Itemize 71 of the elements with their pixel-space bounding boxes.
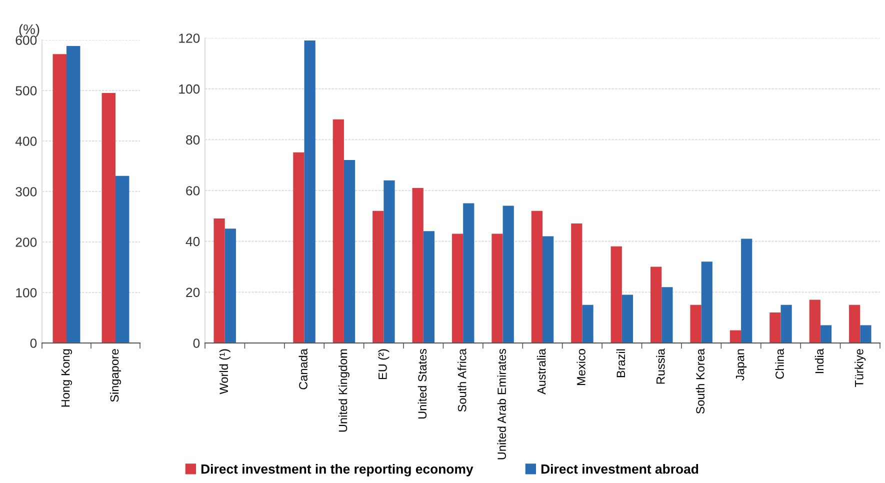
bar (622, 294, 634, 343)
bar (384, 180, 395, 343)
bar (730, 330, 742, 343)
bar (492, 234, 503, 343)
bar (741, 238, 752, 343)
x-tick-label: United Arab Emirates (497, 348, 506, 460)
x-tick-label: United States (418, 348, 427, 419)
bar (662, 287, 673, 343)
y-tick-label: 100 (179, 84, 200, 94)
x-tick-label: Brazil (616, 349, 626, 378)
x-tick-label: India (814, 348, 824, 374)
bar (332, 119, 344, 343)
y-tick-label: 0 (30, 338, 37, 348)
x-tick-label: Russia (656, 348, 665, 384)
bar (531, 210, 542, 343)
bar (102, 93, 116, 343)
bar (412, 188, 424, 343)
x-tick-label: Canada (298, 348, 308, 390)
bar (214, 218, 225, 343)
bar (860, 325, 872, 343)
bar (701, 262, 712, 343)
bar (66, 46, 80, 343)
bar (224, 228, 236, 343)
bar (849, 304, 860, 343)
bar (293, 152, 304, 343)
y-tick-label: 600 (16, 36, 37, 45)
bar (52, 54, 66, 343)
y-tick-label: 80 (186, 135, 200, 145)
y-tick-label: 40 (186, 236, 200, 246)
bar (780, 304, 792, 343)
bar (809, 300, 820, 343)
bar (372, 210, 384, 343)
x-tick-label: South Africa (458, 348, 466, 412)
y-tick-label: 200 (16, 238, 37, 247)
y-tick-label: 100 (16, 288, 37, 298)
bar (770, 312, 781, 343)
y-tick-label: 500 (16, 86, 37, 96)
x-tick-label: Singapore (110, 349, 121, 402)
y-tick-label: 120 (179, 34, 200, 43)
bar (423, 231, 434, 343)
legend-label: Direct investment in the reporting economy (201, 464, 474, 476)
x-tick-label: South Korea (696, 348, 704, 414)
y-tick-label: 60 (186, 186, 200, 196)
legend-label: Direct investment abroad (541, 464, 698, 474)
y-tick-label: 400 (15, 136, 37, 146)
x-tick-label: Mexico (576, 349, 586, 385)
x-tick-label: EU (²) (378, 349, 390, 380)
bar (452, 234, 464, 343)
bar (610, 246, 622, 343)
bar (690, 304, 702, 343)
x-tick-label: Türkiye (854, 349, 866, 387)
bar (582, 304, 594, 343)
x-tick-label: China (775, 348, 784, 379)
bar (820, 325, 832, 343)
x-tick-label: United Kingdom (338, 349, 350, 432)
bar (542, 236, 554, 343)
bar (650, 266, 662, 343)
y-tick-label: 300 (16, 187, 37, 196)
x-tick-label: Japan (736, 349, 747, 381)
x-tick-label: Hong Kong (61, 349, 72, 407)
bar (344, 160, 356, 343)
bar (463, 203, 474, 343)
bar (304, 40, 316, 343)
bar (502, 206, 514, 343)
y-tick-label: 20 (186, 288, 200, 298)
y-tick-label: 0 (193, 338, 200, 348)
x-tick-label: Australia (536, 348, 546, 394)
bar (116, 176, 130, 343)
y-axis-title: (%) (19, 24, 40, 37)
x-tick-label: World (¹) (219, 349, 230, 394)
bar (571, 224, 582, 343)
